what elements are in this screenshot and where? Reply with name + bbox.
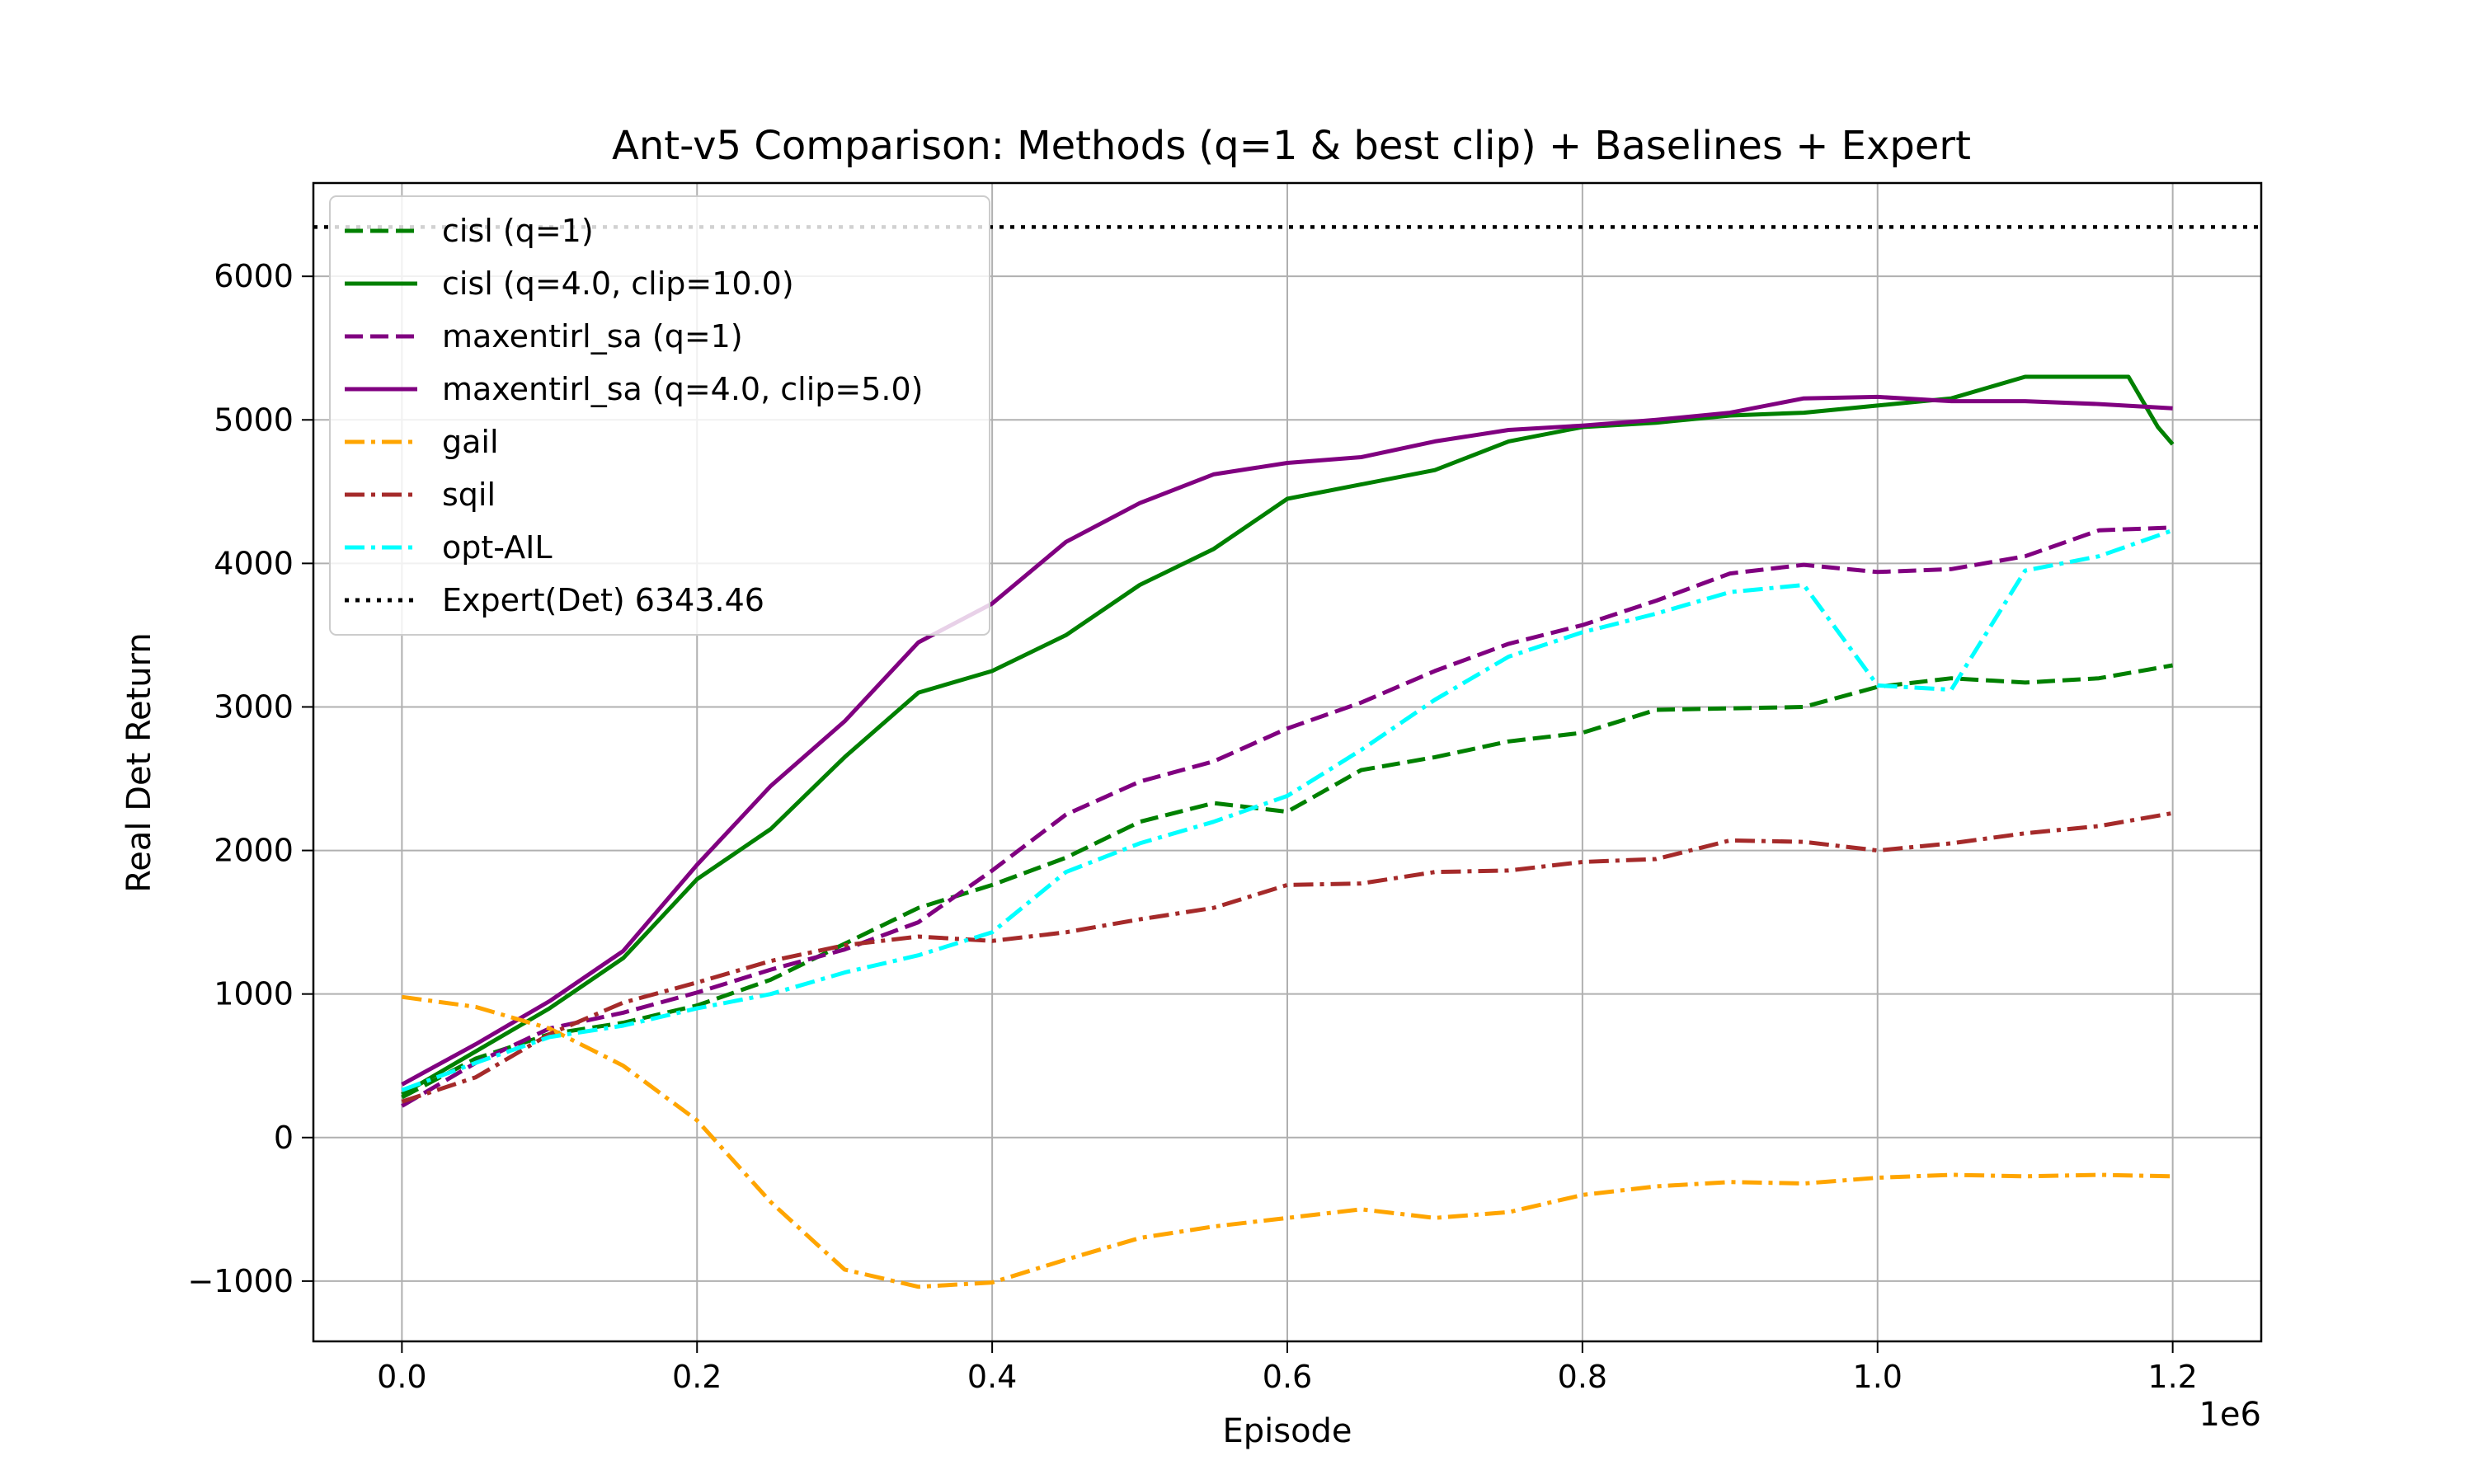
series-line xyxy=(401,525,2173,1108)
x-axis-label: Episode xyxy=(1222,1412,1352,1450)
y-tick-label: 6000 xyxy=(214,258,294,294)
x-tick-label: 0.8 xyxy=(1558,1359,1607,1395)
legend-label: maxentirl_sa (q=4.0, clip=5.0) xyxy=(442,371,924,407)
series-line xyxy=(401,663,2174,1100)
legend-box xyxy=(329,195,990,636)
y-tick-label: −1000 xyxy=(187,1263,294,1299)
axes: 0.0 0.2 0.4 0.6 0.8 1.0 1.2 −1000 0 1000 2000 3000 4… xyxy=(187,181,2263,1395)
series-line xyxy=(401,374,2175,1097)
x-tick-label: 0.0 xyxy=(377,1359,426,1395)
x-tick-label: 0.2 xyxy=(672,1359,722,1395)
series-line xyxy=(401,528,2174,1092)
legend-label: opt-AIL xyxy=(442,529,553,566)
series-line xyxy=(402,994,2173,1289)
y-tick-label: 0 xyxy=(274,1120,294,1156)
x-tick-label: 1.2 xyxy=(2147,1359,2197,1395)
series-layer xyxy=(401,374,2175,1289)
plot-frame xyxy=(312,181,2263,1343)
x-tick-label: 0.6 xyxy=(1263,1359,1312,1395)
y-axis-label: Real Det Return xyxy=(120,632,158,893)
legend-label: sqil xyxy=(442,477,496,513)
x-axis-offset-label: 1e6 xyxy=(2199,1396,2261,1434)
chart-title: Ant-v5 Comparison: Methods (q=1 & best c… xyxy=(612,123,1971,169)
legend-label: cisl (q=1) xyxy=(442,213,594,249)
y-tick-label: 4000 xyxy=(214,545,294,581)
y-tick-label: 3000 xyxy=(214,688,294,725)
legend-label: Expert(Det) 6343.46 xyxy=(442,582,764,618)
legend-label: cisl (q=4.0, clip=10.0) xyxy=(442,265,794,302)
y-tick-label: 5000 xyxy=(214,402,294,438)
legend: cisl (q=1) cisl (q=4.0, clip=10.0) maxenti… xyxy=(329,195,990,636)
grid xyxy=(313,183,2261,1341)
series-line xyxy=(401,394,2173,1087)
y-tick-label: 1000 xyxy=(214,976,294,1012)
x-tick-label: 1.0 xyxy=(1853,1359,1903,1395)
legend-label: gail xyxy=(442,424,499,460)
x-tick-label: 0.4 xyxy=(967,1359,1017,1395)
y-tick-label: 2000 xyxy=(214,833,294,869)
legend-label: maxentirl_sa (q=1) xyxy=(442,318,743,355)
